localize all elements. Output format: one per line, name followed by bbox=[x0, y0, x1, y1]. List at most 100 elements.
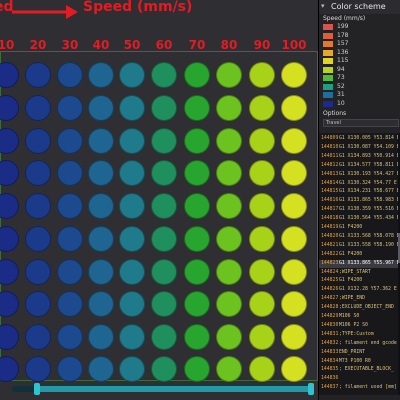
travel-option[interactable]: Travel bbox=[323, 119, 399, 127]
test-disc bbox=[249, 95, 275, 121]
gcode-line[interactable]: 144823 G1 X133.865 Y55.967 E bbox=[319, 259, 400, 269]
gcode-line[interactable]: 144824 ;WIPE_START bbox=[319, 269, 400, 278]
test-disc bbox=[216, 193, 242, 219]
gcode-line-text: ; filament used [mm] = bbox=[339, 385, 400, 391]
test-disc bbox=[57, 160, 83, 186]
gcode-line-number: 144812 bbox=[321, 162, 339, 168]
gcode-line-text: ;TYPE:Custom bbox=[339, 331, 374, 337]
legend-value: 178 bbox=[337, 31, 349, 39]
gcode-line-number: 144810 bbox=[321, 144, 339, 150]
gcode-line-number: 144824 bbox=[321, 269, 339, 275]
test-disc bbox=[88, 160, 114, 186]
gcode-line-text: M106 S0 bbox=[339, 314, 360, 319]
gcode-line[interactable]: 144815 G1 X134.231 Y58.677 E bbox=[319, 188, 400, 197]
slider-handle-left[interactable] bbox=[34, 383, 40, 395]
test-disc bbox=[88, 128, 114, 154]
gcode-line[interactable]: 144828 ;EXCLUDE_OBJECT_END bbox=[319, 304, 400, 313]
gcode-line[interactable]: 144830 M106 P2 S0 bbox=[319, 322, 400, 331]
legend-value: 73 bbox=[337, 74, 345, 81]
gcode-line[interactable]: 144814 G1 X130.324 Y54.77 E bbox=[319, 180, 400, 189]
gcode-line[interactable]: 144810 G1 X130.087 Y54.109 E bbox=[319, 144, 400, 153]
gcode-line[interactable]: 144837; filament used [mm] = bbox=[319, 384, 400, 393]
gcode-line[interactable]: 144827 ;WIPE_END bbox=[319, 295, 400, 304]
gcode-line[interactable]: 144809 G1 X130.005 Y53.814 E bbox=[319, 135, 400, 144]
legend-swatch bbox=[323, 66, 333, 73]
gcode-line[interactable]: 144831 ;TYPE:Custom bbox=[319, 331, 400, 340]
gcode-line-number: 144833 bbox=[321, 349, 339, 355]
column-label: 30 bbox=[61, 38, 79, 52]
gcode-line[interactable]: 144812 G1 X134.577 Y58.811 E bbox=[319, 162, 400, 171]
gcode-line[interactable]: 144836 bbox=[319, 375, 400, 384]
gcode-viewer[interactable]: 144837; filament used [mm] = 144836 144835… bbox=[319, 133, 400, 395]
gcode-line[interactable]: 144826 G1 X132.28 Y57.362 E bbox=[319, 286, 400, 295]
gcode-line[interactable]: 144835; EXECUTABLE_BLOCK_ bbox=[319, 366, 400, 375]
gcode-line[interactable]: 144822 G1 F4200 bbox=[319, 251, 400, 260]
gcode-line-number: 144816 bbox=[321, 198, 339, 204]
test-disc bbox=[249, 193, 275, 219]
gcode-line[interactable]: 144833 END_PRINT bbox=[319, 349, 400, 358]
gcode-line[interactable]: 144817 G1 X130.359 Y55.516 E bbox=[319, 206, 400, 215]
horizontal-layer-slider[interactable] bbox=[12, 383, 314, 395]
gcode-line-number: 144818 bbox=[321, 216, 339, 222]
gcode-line[interactable]: 144813 G1 X130.193 Y54.427 E bbox=[319, 171, 400, 180]
gcode-line[interactable]: 144811 G1 X134.893 Y50.914 E bbox=[319, 153, 400, 162]
color-scheme-header[interactable]: ▾ Color scheme bbox=[319, 0, 400, 14]
gcode-line-number: 144811 bbox=[321, 153, 339, 159]
legend-value: 52 bbox=[337, 82, 345, 90]
gcode-line-text: ; filament end gcode bbox=[339, 340, 397, 346]
test-disc bbox=[119, 62, 145, 88]
test-disc bbox=[119, 226, 145, 252]
legend-value: 31 bbox=[337, 91, 345, 98]
test-disc bbox=[0, 291, 19, 317]
test-disc bbox=[88, 324, 114, 350]
gcode-line[interactable]: 144818 G1 X130.564 Y55.434 E bbox=[319, 215, 400, 224]
test-disc bbox=[216, 160, 242, 186]
gcode-line[interactable]: 144819 G1 F4200 bbox=[319, 224, 400, 233]
test-disc bbox=[25, 259, 51, 285]
gcode-line-text: G1 X130.087 Y54.109 E bbox=[339, 144, 400, 150]
test-disc bbox=[151, 324, 177, 350]
test-disc bbox=[57, 226, 83, 252]
gcode-line[interactable]: 144820 G1 X133.568 Y58.078 E bbox=[319, 233, 400, 242]
test-disc bbox=[25, 324, 51, 350]
legend-value: 136 bbox=[337, 48, 349, 56]
test-disc bbox=[216, 291, 242, 317]
test-disc bbox=[281, 128, 307, 154]
slider-handle-right[interactable] bbox=[308, 383, 314, 395]
gcode-line[interactable]: 144821 G1 X133.558 Y58.190 E bbox=[319, 242, 400, 251]
test-disc bbox=[184, 356, 210, 382]
legend-swatch bbox=[323, 24, 333, 30]
gcode-line[interactable]: 144829 M106 S0 bbox=[319, 313, 400, 322]
gcode-scrollbar[interactable] bbox=[398, 133, 400, 395]
test-disc bbox=[119, 324, 145, 350]
test-disc bbox=[57, 324, 83, 350]
legend-item: 136 bbox=[323, 49, 400, 58]
gcode-line[interactable]: 144816 G1 X133.865 Y58.983 E bbox=[319, 197, 400, 206]
gcode-line-text: G1 X134.893 Y50.914 E bbox=[339, 153, 400, 159]
column-label: 70 bbox=[188, 38, 206, 52]
gcode-line-number: 144817 bbox=[321, 207, 339, 213]
legend-item: 157 bbox=[323, 40, 400, 49]
collapse-icon[interactable]: ▾ bbox=[321, 2, 325, 10]
legend-swatch bbox=[323, 83, 333, 90]
gcode-line[interactable]: 144834 M73 P100 R0 bbox=[319, 358, 400, 367]
column-label: 20 bbox=[29, 38, 47, 52]
gcode-line-text: G1 X130.564 Y55.434 E bbox=[339, 216, 400, 222]
test-disc bbox=[216, 356, 242, 382]
gcode-line-text: G1 X133.865 Y55.967 E bbox=[339, 260, 400, 266]
3d-viewport[interactable]: ed Speed (mm/s) 10 20 30 40 50 60 70 80 90 100 bbox=[0, 0, 318, 400]
gcode-line[interactable]: 144832; filament end gcode bbox=[319, 340, 400, 349]
test-disc bbox=[281, 356, 307, 382]
gcode-line-number: 144831 bbox=[321, 331, 339, 337]
gcode-line[interactable]: 144825 G1 F4200 bbox=[319, 277, 400, 286]
test-disc bbox=[88, 291, 114, 317]
legend-item: 31 bbox=[323, 91, 400, 100]
test-disc bbox=[184, 226, 210, 252]
test-disc bbox=[281, 291, 307, 317]
test-disc bbox=[249, 226, 275, 252]
gcode-scroll-thumb[interactable] bbox=[398, 233, 400, 263]
test-disc bbox=[249, 160, 275, 186]
test-disc bbox=[25, 291, 51, 317]
gcode-line-number: 144820 bbox=[321, 233, 339, 239]
gcode-line-number: 144830 bbox=[321, 322, 339, 328]
